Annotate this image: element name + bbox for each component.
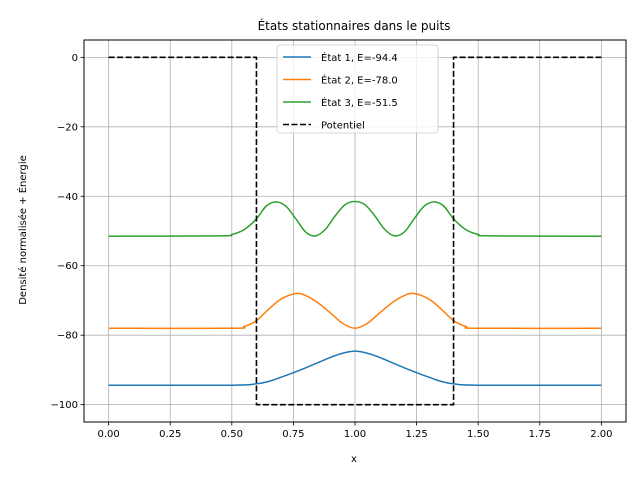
- legend-label: Potentiel: [321, 121, 365, 132]
- y-tick-label: −60: [57, 261, 78, 272]
- series-line-4: [108, 56, 602, 406]
- y-tick-label: 0: [72, 53, 78, 64]
- series-line-1: [108, 350, 602, 387]
- chart-title: États stationnaires dans le puits: [258, 18, 451, 33]
- legend-label: État 2, E=-78.0: [321, 74, 398, 87]
- series-line-3: [108, 200, 602, 237]
- x-tick-label: 0.75: [282, 429, 304, 440]
- series-layer: [108, 56, 602, 406]
- legend: État 1, E=-94.4 État 2, E=-78.0 État 3, E=…: [276, 44, 439, 134]
- y-tick-label: −80: [57, 331, 78, 342]
- x-axis-ticks: 0.00 0.25 0.50 0.75 1.00 1.25 1.50 1.75 2.00: [98, 422, 612, 440]
- legend-label: État 3, E=-51.5: [321, 96, 398, 109]
- series-line-2: [108, 292, 602, 330]
- x-tick-label: 1.50: [467, 429, 489, 440]
- x-tick-label: 1.75: [529, 429, 551, 440]
- y-axis-label: Densité normalisée + Énergie: [16, 155, 29, 305]
- x-tick-label: 0.00: [98, 429, 120, 440]
- y-tick-label: −40: [57, 192, 78, 203]
- y-tick-label: −100: [51, 400, 78, 411]
- x-tick-label: 1.25: [405, 429, 427, 440]
- x-tick-label: 0.25: [159, 429, 181, 440]
- y-axis-ticks: −100 −80 −60 −40 −20 0: [51, 53, 84, 411]
- legend-label: État 1, E=-94.4: [321, 51, 398, 64]
- x-tick-label: 1.00: [344, 429, 366, 440]
- legend-box: [276, 44, 439, 134]
- x-tick-label: 2.00: [590, 429, 612, 440]
- x-axis-label: x: [351, 454, 357, 465]
- x-tick-label: 0.50: [221, 429, 243, 440]
- y-tick-label: −20: [57, 122, 78, 133]
